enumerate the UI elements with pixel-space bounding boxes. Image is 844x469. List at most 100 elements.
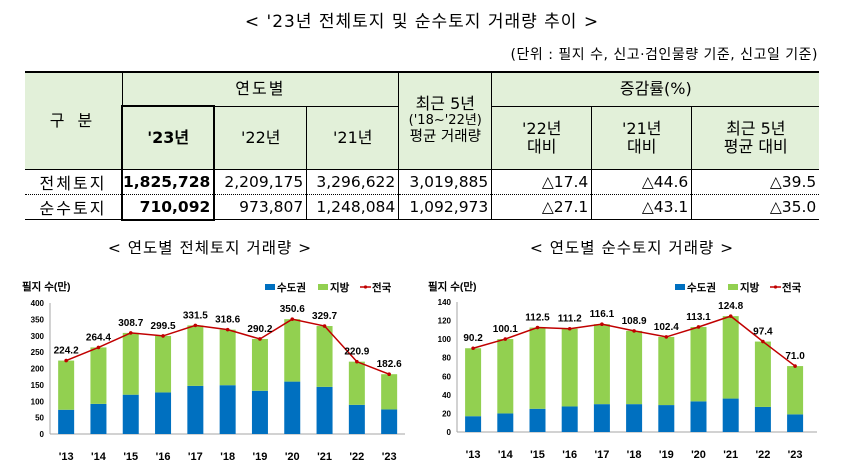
change-header-vs5-line1: 최근 5년 (726, 118, 786, 138)
point-national (64, 358, 68, 363)
bar-capital (690, 401, 707, 432)
data-label: 264.4 (86, 332, 111, 343)
change-header-vs5: 최근 5년 평균 대비 (691, 106, 820, 170)
bar-local (593, 324, 610, 405)
cell-y21: 3,296,622 (306, 169, 399, 194)
point-national (761, 339, 765, 344)
yearly-group-header: 연도별 (121, 71, 399, 107)
y-tick-label: 150 (31, 381, 45, 390)
x-tick-label: '23 (382, 451, 397, 463)
data-label: 350.6 (280, 304, 305, 315)
bar-capital (561, 406, 578, 432)
cell-avg5: 1,092,973 (398, 194, 492, 220)
cell-vs5: △39.5 (691, 169, 820, 194)
data-label: 124.8 (718, 301, 743, 312)
legend-national: 전국 (770, 281, 802, 294)
year-header-21: '21년 (306, 106, 399, 170)
bar-capital (465, 416, 482, 432)
legend-marker-national (773, 285, 778, 289)
legend-local: 지방 (318, 281, 350, 294)
cell-y23: 710,092 (120, 194, 216, 221)
data-label: 116.1 (590, 309, 615, 320)
data-label: 329.7 (312, 311, 337, 322)
legend-label: 수도권 (687, 282, 716, 294)
bar-capital (155, 392, 172, 434)
y-tick-label: 400 (31, 299, 45, 308)
point-national (193, 323, 198, 328)
table-row: 전체토지 1,825,728 2,209,175 3,296,622 3,019… (25, 169, 820, 194)
change-group-header: 증감률(%) (491, 71, 820, 107)
x-tick-label: '21 (723, 449, 738, 461)
bar-capital (626, 404, 643, 432)
bar-capital (381, 409, 398, 434)
y-tick-label: 80 (442, 354, 451, 363)
change-header-vs21: '21년 대비 (591, 106, 692, 170)
legend-swatch-local (318, 284, 328, 290)
y-tick-label: 0 (447, 428, 452, 437)
point-national (728, 314, 733, 318)
legend-local: 지방 (728, 281, 760, 294)
chart-total-land: 필지 수(만) 수도권 지방 전국 0 50 100 150 200 250 300 350 400 '1… (22, 280, 405, 463)
cell-avg5: 3,019,885 (398, 169, 492, 194)
recent5-line3: 평균 거래량 (409, 129, 481, 146)
data-label: 182.6 (377, 359, 402, 370)
bar-local (155, 335, 172, 393)
unit-note: (단위 : 필지 수, 신고·검인물량 기준, 신고일 기준) (510, 47, 818, 63)
y-tick-label: 300 (31, 332, 45, 341)
point-national (355, 359, 359, 364)
data-label: 331.5 (183, 310, 208, 321)
bar-local (787, 366, 804, 415)
bar-local (722, 316, 739, 399)
table-header-row-1: 구 분 연도별 최근 5년 ('18~'22년) 평균 거래량 증감률(%) (25, 71, 820, 170)
chart-title-total: < 연도별 전체토지 거래량 > (107, 239, 313, 257)
point-national (567, 326, 572, 331)
x-tick-label: '17 (188, 451, 203, 463)
point-national (535, 325, 540, 330)
point-national (600, 322, 604, 326)
bar-capital (658, 405, 675, 432)
point-national (258, 337, 262, 341)
bar-capital (529, 408, 546, 432)
point-national (96, 345, 101, 350)
corner-header: 구 분 (25, 71, 122, 170)
change-header-vs22-line1: '22년 (522, 118, 562, 138)
x-tick-label: '16 (156, 451, 171, 463)
x-tick-label: '22 (349, 451, 364, 463)
point-national (322, 324, 327, 328)
y-tick-label: 20 (442, 409, 451, 418)
bar-capital (284, 381, 301, 434)
bar-local (284, 319, 301, 382)
bar-local (626, 330, 643, 405)
x-tick-label: '17 (594, 449, 609, 461)
point-national (128, 331, 133, 335)
data-label: 290.2 (247, 324, 272, 335)
year-header-22: '22년 (214, 106, 307, 170)
bar-local (658, 336, 675, 406)
chart-pure-land: 필지 수(만) 수도권 지방 전국 0 20 40 60 80 100 120 140 '13 '14 '1… (428, 280, 817, 461)
table-header-row-2: '23년 '22년 '21년 '22년 대비 '21년 대비 최근 5년 평균 … (25, 105, 820, 170)
bar-local (754, 341, 771, 407)
y-tick-label: 350 (31, 315, 45, 324)
bar-local (561, 328, 578, 407)
change-header-vs22-line2: 대비 (527, 136, 557, 156)
legend-capital: 수도권 (265, 282, 306, 294)
y-tick-label: 50 (35, 414, 44, 423)
legend-capital: 수도권 (675, 282, 716, 294)
bar-local (219, 329, 236, 386)
bar-local (529, 327, 546, 409)
bar-capital (497, 413, 514, 432)
data-label: 308.7 (118, 318, 143, 329)
y-axis-label: 필지 수(만) (22, 280, 71, 293)
point-national (664, 335, 669, 339)
y-tick-label: 200 (31, 365, 45, 374)
data-label: 90.2 (463, 333, 483, 344)
recent5-line1: 최근 5년 (415, 94, 475, 114)
point-national (161, 334, 165, 338)
cell-y23: 1,825,728 (120, 169, 216, 194)
point-national (471, 346, 475, 351)
data-label: 299.5 (151, 321, 176, 332)
x-tick-label: '16 (562, 449, 577, 461)
legend-marker-national (363, 285, 368, 289)
data-label: 71.0 (785, 351, 805, 362)
data-label: 113.1 (686, 312, 711, 323)
